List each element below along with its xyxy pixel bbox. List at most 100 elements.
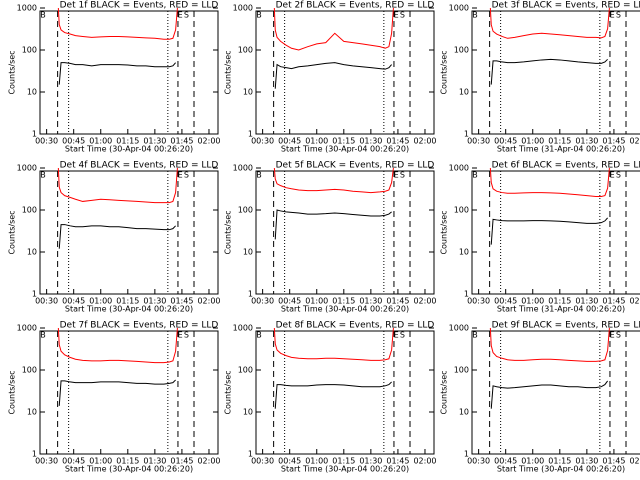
x-tick-label: 01:15	[332, 457, 355, 466]
data-line	[58, 224, 176, 249]
annotation: S	[184, 171, 189, 180]
annotation: S	[400, 11, 405, 20]
x-axis-label: Start Time (30-Apr-04 00:26:20)	[65, 145, 193, 154]
plot-frame	[255, 170, 435, 295]
y-tick-label: 100	[22, 366, 37, 375]
x-tick-label: 00:30	[467, 297, 490, 306]
annotation: S	[616, 171, 621, 180]
data-line	[57, 7, 178, 40]
x-tick-label: 01:00	[521, 297, 544, 306]
x-tick-label: 00:30	[251, 457, 274, 466]
y-axis-label: Counts/sec	[224, 370, 233, 414]
data-line	[273, 7, 394, 51]
panel: Det 4f BLACK = Events, RED = LLD 1 10 100 10…	[8, 161, 221, 314]
annotation: B	[256, 171, 262, 180]
x-tick-label: 00:30	[251, 297, 274, 306]
annotation: S	[616, 331, 621, 340]
y-tick-label: 1	[32, 290, 37, 299]
data-line	[274, 209, 392, 240]
x-tick-label: 01:15	[116, 457, 139, 466]
y-tick-label: 10	[27, 408, 37, 417]
y-axis-label: Counts/sec	[440, 50, 449, 94]
x-tick-label: 01:15	[116, 137, 139, 146]
x-tick-label: 01:15	[548, 137, 571, 146]
annotation: E	[178, 171, 183, 180]
x-tick-label: 00:30	[35, 137, 58, 146]
annotation: S	[400, 171, 405, 180]
data-line	[489, 7, 610, 39]
x-tick-label: 01:45	[386, 457, 409, 466]
x-tick-label: 01:15	[116, 297, 139, 306]
y-tick-label: 10	[243, 248, 253, 257]
annotation: B	[472, 11, 478, 20]
annotation: E	[178, 11, 183, 20]
y-tick-label: 1000	[449, 324, 469, 333]
x-tick-label: 01:00	[89, 137, 112, 146]
chart-title: Det 6f BLACK = Events, RED = LLD	[492, 161, 640, 171]
x-tick-label: 01:45	[170, 137, 193, 146]
y-tick-label: 1	[248, 130, 253, 139]
chart-title: Det 7f BLACK = Events, RED = LLD	[60, 321, 219, 331]
plot-frame	[471, 330, 640, 455]
data-line	[58, 379, 176, 406]
y-axis-label: Counts/sec	[224, 210, 233, 254]
y-tick-label: 10	[243, 408, 253, 417]
y-axis-label: Counts/sec	[8, 50, 17, 94]
annotation: S	[616, 11, 621, 20]
x-tick-label: 01:15	[548, 297, 571, 306]
x-tick-label: 02:00	[629, 297, 640, 306]
chart-title: Det 1f BLACK = Events, RED = LLD	[60, 1, 219, 11]
y-tick-label: 1000	[233, 324, 253, 333]
annotation: B	[40, 171, 46, 180]
annotation: E	[178, 331, 183, 340]
y-tick-label: 1	[32, 450, 37, 459]
x-tick-label: 02:00	[629, 137, 640, 146]
y-tick-label: 1	[248, 450, 253, 459]
x-axis-label: Start Time (30-Apr-04 00:26:20)	[281, 465, 409, 474]
x-tick-label: 01:30	[359, 457, 382, 466]
x-tick-label: 00:45	[494, 457, 517, 466]
annotation: B	[40, 11, 46, 20]
x-tick-label: 01:00	[89, 297, 112, 306]
x-tick-label: 01:45	[170, 457, 193, 466]
x-tick-label: 00:45	[494, 137, 517, 146]
x-tick-label: 00:45	[494, 297, 517, 306]
x-tick-label: 00:45	[278, 297, 301, 306]
data-line	[490, 380, 609, 409]
x-axis-label: Start Time (30-Apr-04 00:26:20)	[281, 305, 409, 314]
annotation: B	[256, 11, 262, 20]
x-tick-label: 00:45	[278, 137, 301, 146]
annotation: B	[472, 331, 478, 340]
x-tick-label: 01:00	[521, 137, 544, 146]
y-tick-label: 1000	[17, 324, 37, 333]
y-tick-label: 1	[248, 290, 253, 299]
data-line	[490, 217, 608, 245]
x-tick-label: 01:30	[575, 457, 598, 466]
data-line	[490, 58, 608, 85]
x-tick-label: 00:30	[467, 137, 490, 146]
plot-frame	[471, 10, 640, 135]
x-tick-label: 02:00	[413, 137, 436, 146]
chart-title: Det 3f BLACK = Events, RED = LLD	[492, 1, 640, 11]
y-tick-label: 10	[459, 408, 469, 417]
annotation: E	[610, 11, 615, 20]
panel: Det 2f BLACK = Events, RED = LLD 1 10 100 10…	[224, 1, 437, 154]
x-tick-label: 01:30	[143, 297, 166, 306]
x-tick-label: 01:45	[602, 137, 625, 146]
y-tick-label: 10	[27, 88, 37, 97]
y-tick-label: 1	[464, 290, 469, 299]
plot-frame	[255, 10, 435, 135]
x-axis-label: Start Time (31-Apr-04 00:26:20)	[497, 145, 625, 154]
y-tick-label: 1	[32, 130, 37, 139]
y-tick-label: 1000	[449, 164, 469, 173]
x-tick-label: 00:45	[62, 137, 85, 146]
x-tick-label: 00:30	[35, 297, 58, 306]
plot-frame	[39, 170, 219, 295]
y-tick-label: 10	[459, 88, 469, 97]
chart-title: Det 5f BLACK = Events, RED = LLD	[276, 161, 435, 171]
annotation: B	[40, 331, 46, 340]
x-tick-label: 01:30	[143, 137, 166, 146]
y-tick-label: 1000	[233, 4, 253, 13]
y-tick-label: 100	[454, 366, 469, 375]
